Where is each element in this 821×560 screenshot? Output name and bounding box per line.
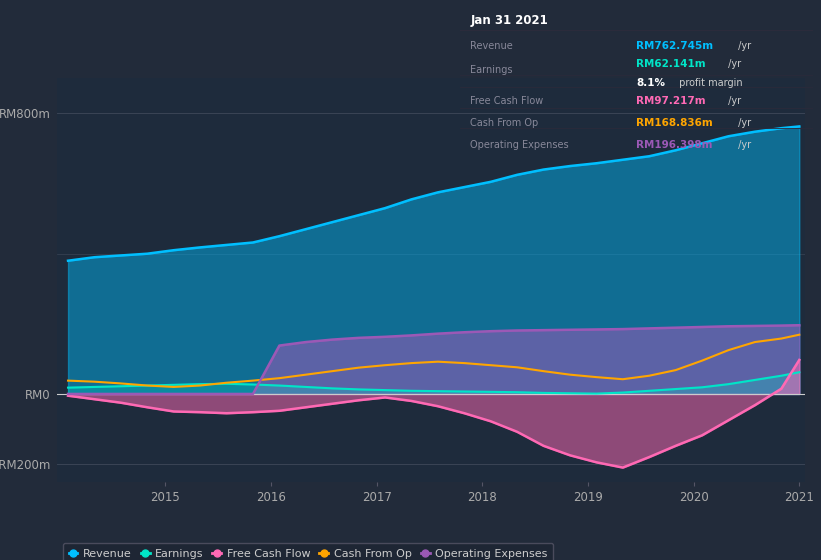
Text: Operating Expenses: Operating Expenses [470,139,569,150]
Legend: Revenue, Earnings, Free Cash Flow, Cash From Op, Operating Expenses: Revenue, Earnings, Free Cash Flow, Cash … [63,543,553,560]
Text: Revenue: Revenue [470,40,513,50]
Text: /yr: /yr [735,139,751,150]
Text: Earnings: Earnings [470,66,513,75]
Text: /yr: /yr [735,40,751,50]
Text: RM62.141m: RM62.141m [636,59,706,69]
Text: RM196.398m: RM196.398m [636,139,713,150]
Text: profit margin: profit margin [676,78,742,88]
Text: Cash From Op: Cash From Op [470,118,539,128]
Text: /yr: /yr [725,59,741,69]
Text: /yr: /yr [735,118,751,128]
Text: RM168.836m: RM168.836m [636,118,713,128]
Text: Free Cash Flow: Free Cash Flow [470,96,544,106]
Text: Jan 31 2021: Jan 31 2021 [470,15,548,27]
Text: RM97.217m: RM97.217m [636,96,706,106]
Text: /yr: /yr [725,96,741,106]
Text: 8.1%: 8.1% [636,78,665,88]
Text: RM762.745m: RM762.745m [636,40,713,50]
